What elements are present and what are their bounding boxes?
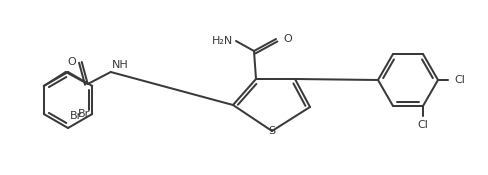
Text: S: S bbox=[268, 126, 275, 136]
Text: Br: Br bbox=[78, 109, 90, 119]
Text: H₂N: H₂N bbox=[211, 36, 232, 46]
Text: Br: Br bbox=[70, 111, 82, 121]
Text: O: O bbox=[67, 57, 76, 67]
Text: Cl: Cl bbox=[417, 120, 427, 130]
Text: O: O bbox=[283, 34, 291, 44]
Text: NH: NH bbox=[112, 60, 128, 70]
Text: Cl: Cl bbox=[453, 75, 464, 85]
